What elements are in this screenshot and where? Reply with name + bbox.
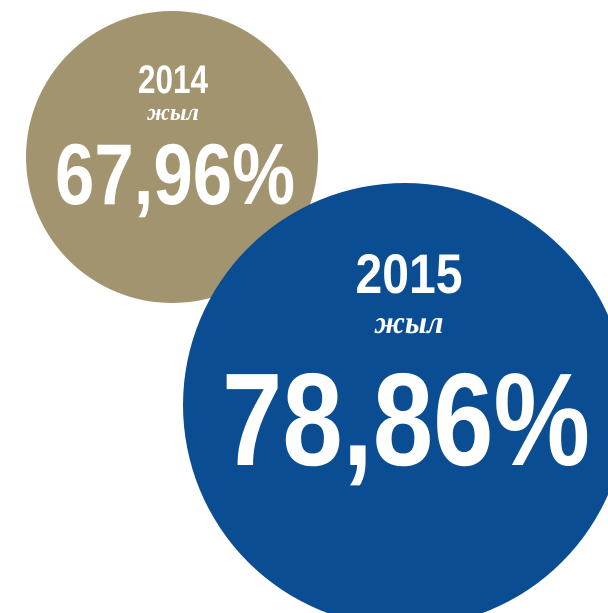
circle-2015 xyxy=(183,183,608,613)
unit: жыл xyxy=(373,304,443,340)
value: 78,86% xyxy=(222,346,590,493)
value: 67,96% xyxy=(55,127,295,223)
year: 2015 xyxy=(356,242,463,305)
year: 2014 xyxy=(138,58,209,102)
unit: жыл xyxy=(146,100,199,126)
circle-2014 xyxy=(26,11,318,303)
